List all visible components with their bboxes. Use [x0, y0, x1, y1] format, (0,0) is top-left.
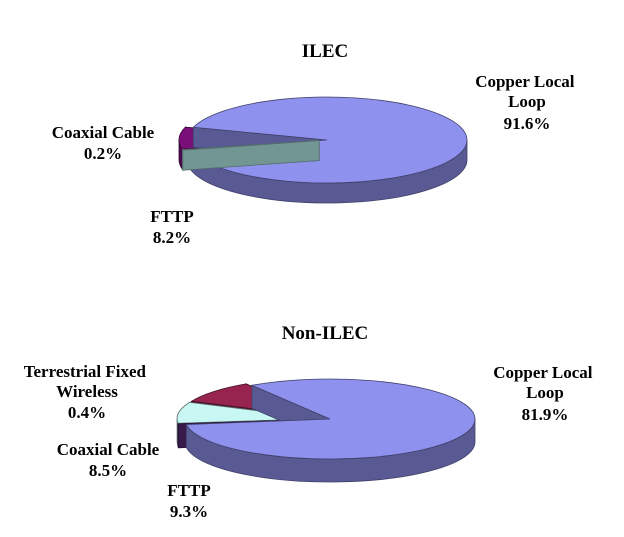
- label-nonilec-wireless-line2: Wireless: [56, 382, 118, 401]
- label-nonilec-copper-line2: Loop: [526, 383, 564, 402]
- chart-non-ilec: Non-ILEC Copper Local Loop 81.9% Terrest…: [24, 323, 597, 521]
- label-ilec-copper-line1: Copper Local: [475, 72, 575, 91]
- value-nonilec-coaxial: 8.5%: [89, 461, 127, 480]
- value-ilec-coaxial: 0.2%: [84, 144, 122, 163]
- value-ilec-copper: 91.6%: [504, 114, 551, 133]
- slice-coaxial-cable: [181, 140, 320, 172]
- slice-copper-local-loop: [185, 378, 476, 483]
- value-nonilec-wireless: 0.4%: [68, 403, 106, 422]
- chart-title-ilec: ILEC: [302, 41, 348, 62]
- chart-ilec: ILEC Copper Local Loop 91.6% Coaxial Cab…: [52, 41, 579, 247]
- chart-title-non-ilec: Non-ILEC: [282, 323, 369, 344]
- slice-coaxial-cable-top: [181, 140, 320, 151]
- value-ilec-fttp: 8.2%: [153, 228, 191, 247]
- label-ilec-coaxial: Coaxial Cable: [52, 123, 155, 142]
- label-ilec-copper-line2: Loop: [508, 92, 546, 111]
- label-nonilec-wireless: Terrestrial Fixed Wireless: [24, 362, 151, 401]
- label-nonilec-coaxial: Coaxial Cable: [57, 440, 160, 459]
- value-nonilec-copper: 81.9%: [522, 405, 569, 424]
- label-nonilec-copper-line1: Copper Local: [493, 363, 593, 382]
- pie-non-ilec: [176, 378, 476, 483]
- label-nonilec-wireless-line1: Terrestrial Fixed: [24, 362, 147, 381]
- pie-ilec: [178, 96, 468, 204]
- value-nonilec-fttp: 9.3%: [170, 502, 208, 521]
- label-ilec-copper: Copper Local Loop: [475, 72, 579, 111]
- label-nonilec-fttp: FTTP: [167, 481, 210, 500]
- label-nonilec-copper: Copper Local Loop: [493, 363, 597, 402]
- label-ilec-fttp: FTTP: [150, 207, 193, 226]
- slice-copper-local-loop-top: [185, 378, 476, 460]
